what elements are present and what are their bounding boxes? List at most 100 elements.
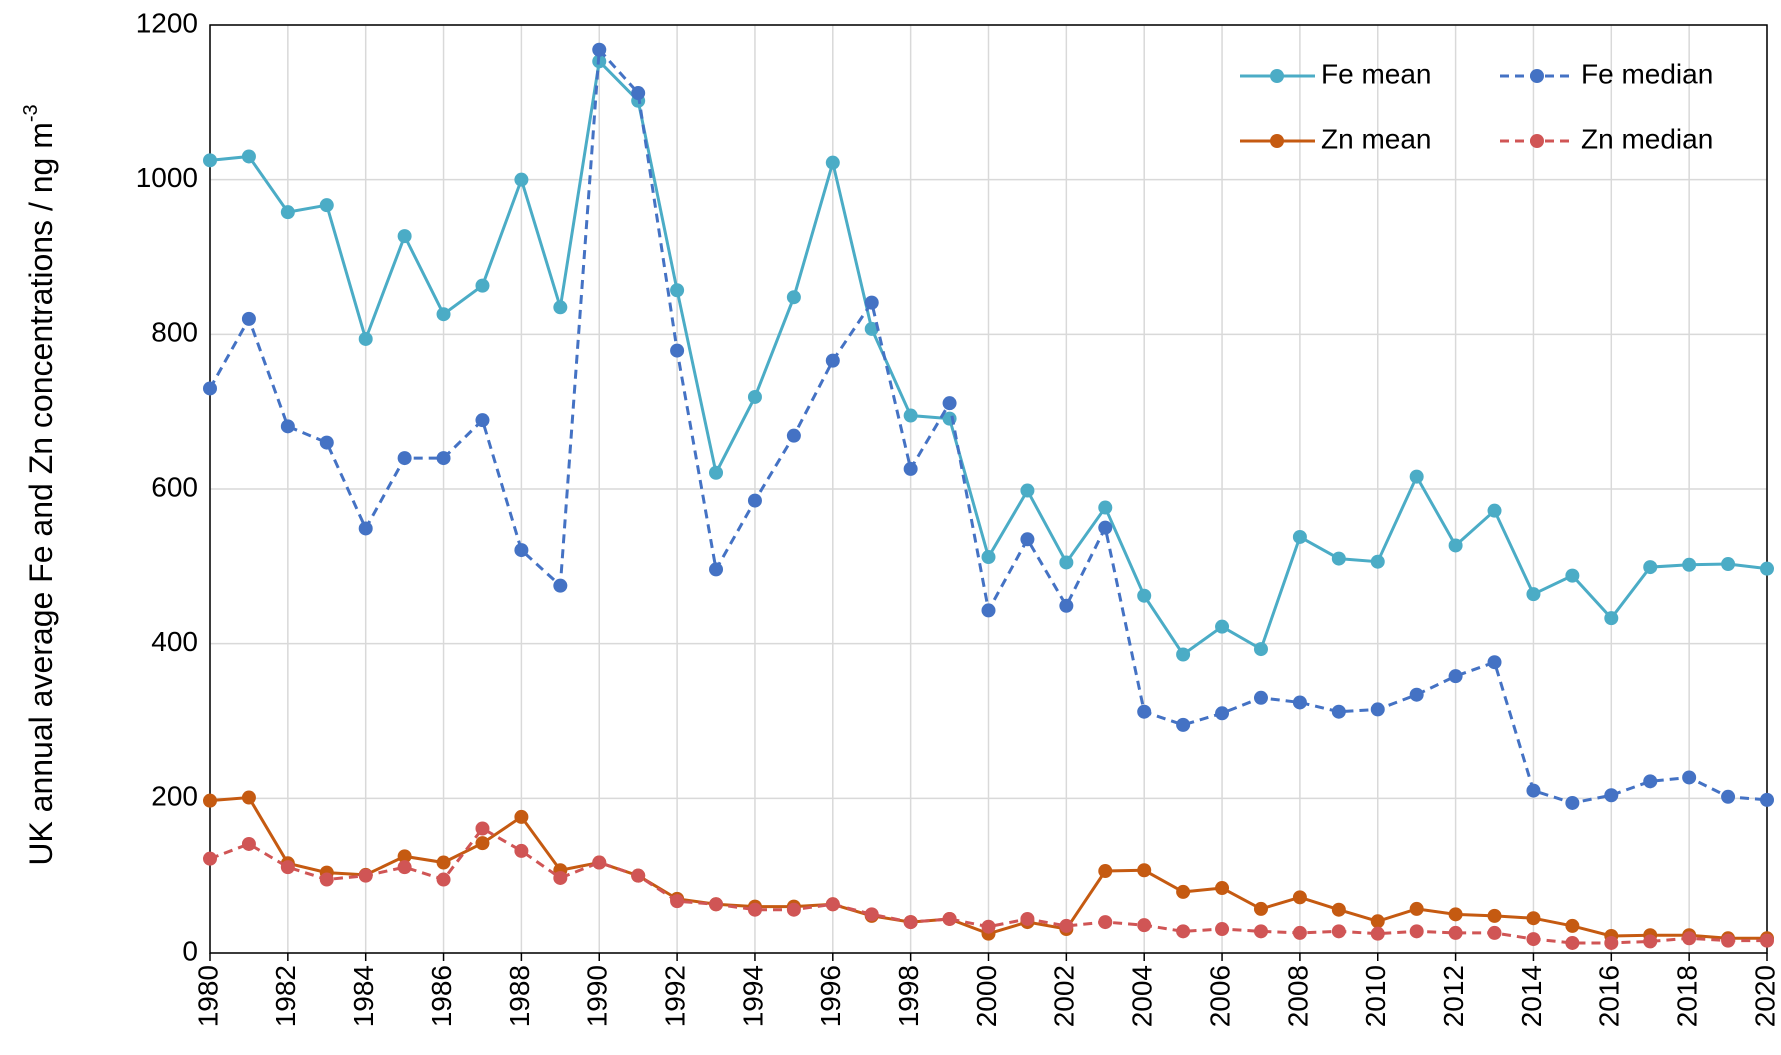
x-tick-label: 1992 bbox=[659, 965, 690, 1027]
data-point bbox=[1409, 687, 1424, 702]
data-point bbox=[709, 897, 724, 912]
legend-marker bbox=[1530, 134, 1544, 148]
data-point bbox=[747, 902, 762, 917]
data-point bbox=[825, 155, 840, 170]
x-tick-label: 2006 bbox=[1204, 965, 1235, 1027]
data-point bbox=[1448, 907, 1463, 922]
data-point bbox=[514, 843, 529, 858]
data-point bbox=[1331, 902, 1346, 917]
data-point bbox=[319, 872, 334, 887]
data-point bbox=[1526, 932, 1541, 947]
data-point bbox=[1292, 695, 1307, 710]
data-point bbox=[1176, 647, 1191, 662]
data-point bbox=[436, 307, 451, 322]
x-tick-label: 2008 bbox=[1282, 965, 1313, 1027]
plot-frame bbox=[209, 24, 1768, 954]
data-point bbox=[1176, 884, 1191, 899]
data-point bbox=[1059, 555, 1074, 570]
data-point bbox=[1098, 915, 1113, 930]
data-point bbox=[475, 821, 490, 836]
data-point bbox=[592, 42, 607, 57]
data-point bbox=[475, 836, 490, 851]
data-point bbox=[1292, 529, 1307, 544]
data-point bbox=[1059, 598, 1074, 613]
data-point bbox=[1409, 469, 1424, 484]
x-tick-label: 1986 bbox=[426, 965, 457, 1027]
data-point bbox=[319, 435, 334, 450]
data-point bbox=[942, 911, 957, 926]
data-point bbox=[981, 603, 996, 618]
y-axis-label-superscript: -3 bbox=[20, 104, 42, 122]
data-point bbox=[1409, 901, 1424, 916]
data-point bbox=[1643, 774, 1658, 789]
data-point bbox=[1292, 925, 1307, 940]
y-tick-label: 0 bbox=[182, 935, 198, 966]
data-point bbox=[1137, 588, 1152, 603]
data-point bbox=[1526, 783, 1541, 798]
data-point bbox=[670, 894, 685, 909]
data-point bbox=[203, 851, 217, 866]
data-point bbox=[1487, 655, 1502, 670]
data-point bbox=[1176, 717, 1191, 732]
data-point bbox=[747, 493, 762, 508]
data-point bbox=[709, 562, 724, 577]
data-point bbox=[786, 290, 801, 305]
x-tick-label: 2012 bbox=[1438, 965, 1469, 1027]
data-point bbox=[280, 205, 295, 220]
legend-marker bbox=[1270, 134, 1284, 148]
data-point bbox=[1215, 706, 1230, 721]
data-point bbox=[1448, 925, 1463, 940]
legend-marker bbox=[1530, 69, 1544, 83]
x-tick-label: 2004 bbox=[1127, 965, 1158, 1027]
data-point bbox=[1682, 931, 1697, 946]
data-point bbox=[514, 172, 529, 187]
data-point bbox=[1137, 863, 1152, 878]
data-point bbox=[1487, 503, 1502, 518]
data-point bbox=[1604, 611, 1619, 626]
data-point bbox=[1565, 935, 1580, 950]
data-point bbox=[1253, 924, 1268, 939]
data-point bbox=[241, 836, 256, 851]
data-point bbox=[709, 465, 724, 480]
data-point bbox=[358, 331, 373, 346]
data-point bbox=[1682, 770, 1697, 785]
data-point bbox=[319, 198, 334, 213]
x-tick-label: 1982 bbox=[270, 965, 301, 1027]
data-point bbox=[1682, 557, 1697, 572]
data-point bbox=[981, 919, 996, 934]
data-point bbox=[358, 868, 373, 883]
data-point bbox=[1292, 890, 1307, 905]
data-point bbox=[981, 550, 996, 565]
data-point bbox=[241, 311, 256, 326]
data-point bbox=[280, 419, 295, 434]
data-point bbox=[397, 229, 412, 244]
x-tick-label: 1996 bbox=[815, 965, 846, 1027]
data-point bbox=[203, 153, 217, 168]
x-tick-label: 1984 bbox=[348, 965, 379, 1027]
x-tick-label: 2000 bbox=[971, 965, 1002, 1027]
data-point bbox=[1760, 792, 1774, 807]
data-point bbox=[1176, 924, 1191, 939]
data-point bbox=[397, 451, 412, 466]
data-point bbox=[1604, 935, 1619, 950]
data-point bbox=[1526, 587, 1541, 602]
x-tick-label: 2010 bbox=[1360, 965, 1391, 1027]
y-tick-label: 1000 bbox=[136, 162, 198, 193]
data-point bbox=[786, 428, 801, 443]
data-point bbox=[670, 343, 685, 358]
data-point bbox=[1487, 908, 1502, 923]
x-tick-label: 2020 bbox=[1749, 965, 1780, 1027]
data-point bbox=[1448, 538, 1463, 553]
data-point bbox=[1137, 704, 1152, 719]
data-point bbox=[864, 295, 879, 310]
data-point bbox=[1215, 881, 1230, 896]
x-tick-label: 1988 bbox=[504, 965, 535, 1027]
data-point bbox=[1137, 918, 1152, 933]
data-point bbox=[825, 353, 840, 368]
data-point bbox=[942, 396, 957, 411]
data-point bbox=[1331, 704, 1346, 719]
data-point bbox=[1020, 911, 1035, 926]
data-point bbox=[1020, 483, 1035, 498]
data-point bbox=[903, 915, 918, 930]
